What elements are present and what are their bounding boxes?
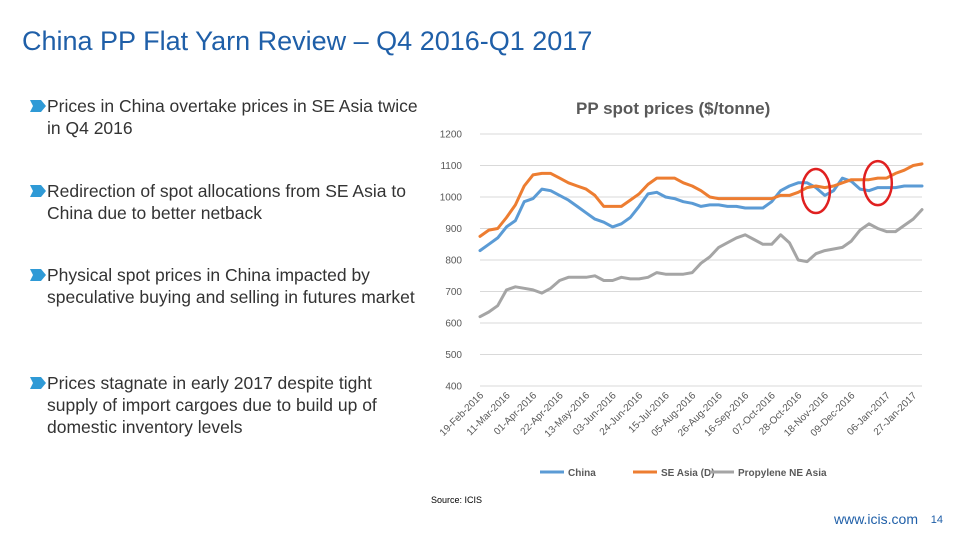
y-tick-label: 700	[445, 287, 462, 298]
footer-url[interactable]: www.icis.com	[833, 511, 918, 527]
series-line-china	[478, 176, 924, 253]
bullet-arrow-icon	[30, 185, 46, 197]
legend-label: Propylene NE Asia	[738, 468, 827, 479]
bullet-text: Prices stagnate in early 2017 despite ti…	[47, 373, 377, 437]
bullet-item: Prices in China overtake prices in SE As…	[30, 95, 420, 139]
y-tick-label: 900	[445, 224, 462, 235]
highlight-circle	[800, 167, 832, 215]
y-tick-label: 1200	[440, 130, 463, 141]
bullet-text: Redirection of spot allocations from SE …	[47, 181, 406, 223]
bullet-arrow-icon	[30, 377, 46, 389]
bullet-arrow-icon	[30, 100, 46, 112]
bullet-item: Physical spot prices in China impacted b…	[30, 264, 420, 308]
series-line-propylene-ne-asia	[478, 208, 924, 319]
y-tick-label: 600	[445, 319, 462, 330]
chart-title: PP spot prices ($/tonne)	[576, 99, 770, 118]
pp-spot-price-chart: PP spot prices ($/tonne) 400 500 600 700 800 9…	[438, 99, 924, 479]
series-line-se-asia-d	[478, 162, 924, 238]
highlight-circle	[862, 159, 894, 207]
y-tick-label: 800	[445, 256, 462, 267]
bullet-item: Prices stagnate in early 2017 despite ti…	[30, 372, 420, 438]
bullet-text: Physical spot prices in China impacted b…	[47, 265, 415, 307]
bullet-item: Redirection of spot allocations from SE …	[30, 180, 420, 224]
y-tick-label: 1100	[440, 161, 462, 172]
legend-label: China	[568, 468, 596, 479]
bullet-text: Prices in China overtake prices in SE As…	[47, 96, 418, 138]
bullet-arrow-icon	[30, 269, 46, 281]
legend-label: SE Asia (D)	[661, 468, 715, 479]
y-tick-label: 1000	[440, 193, 463, 204]
page-number: 14	[930, 514, 943, 526]
slide-title: China PP Flat Yarn Review – Q4 2016-Q1 2…	[22, 26, 593, 56]
y-tick-label: 500	[445, 350, 462, 361]
source-note: Source: ICIS	[431, 495, 483, 505]
y-tick-label: 400	[445, 382, 462, 393]
